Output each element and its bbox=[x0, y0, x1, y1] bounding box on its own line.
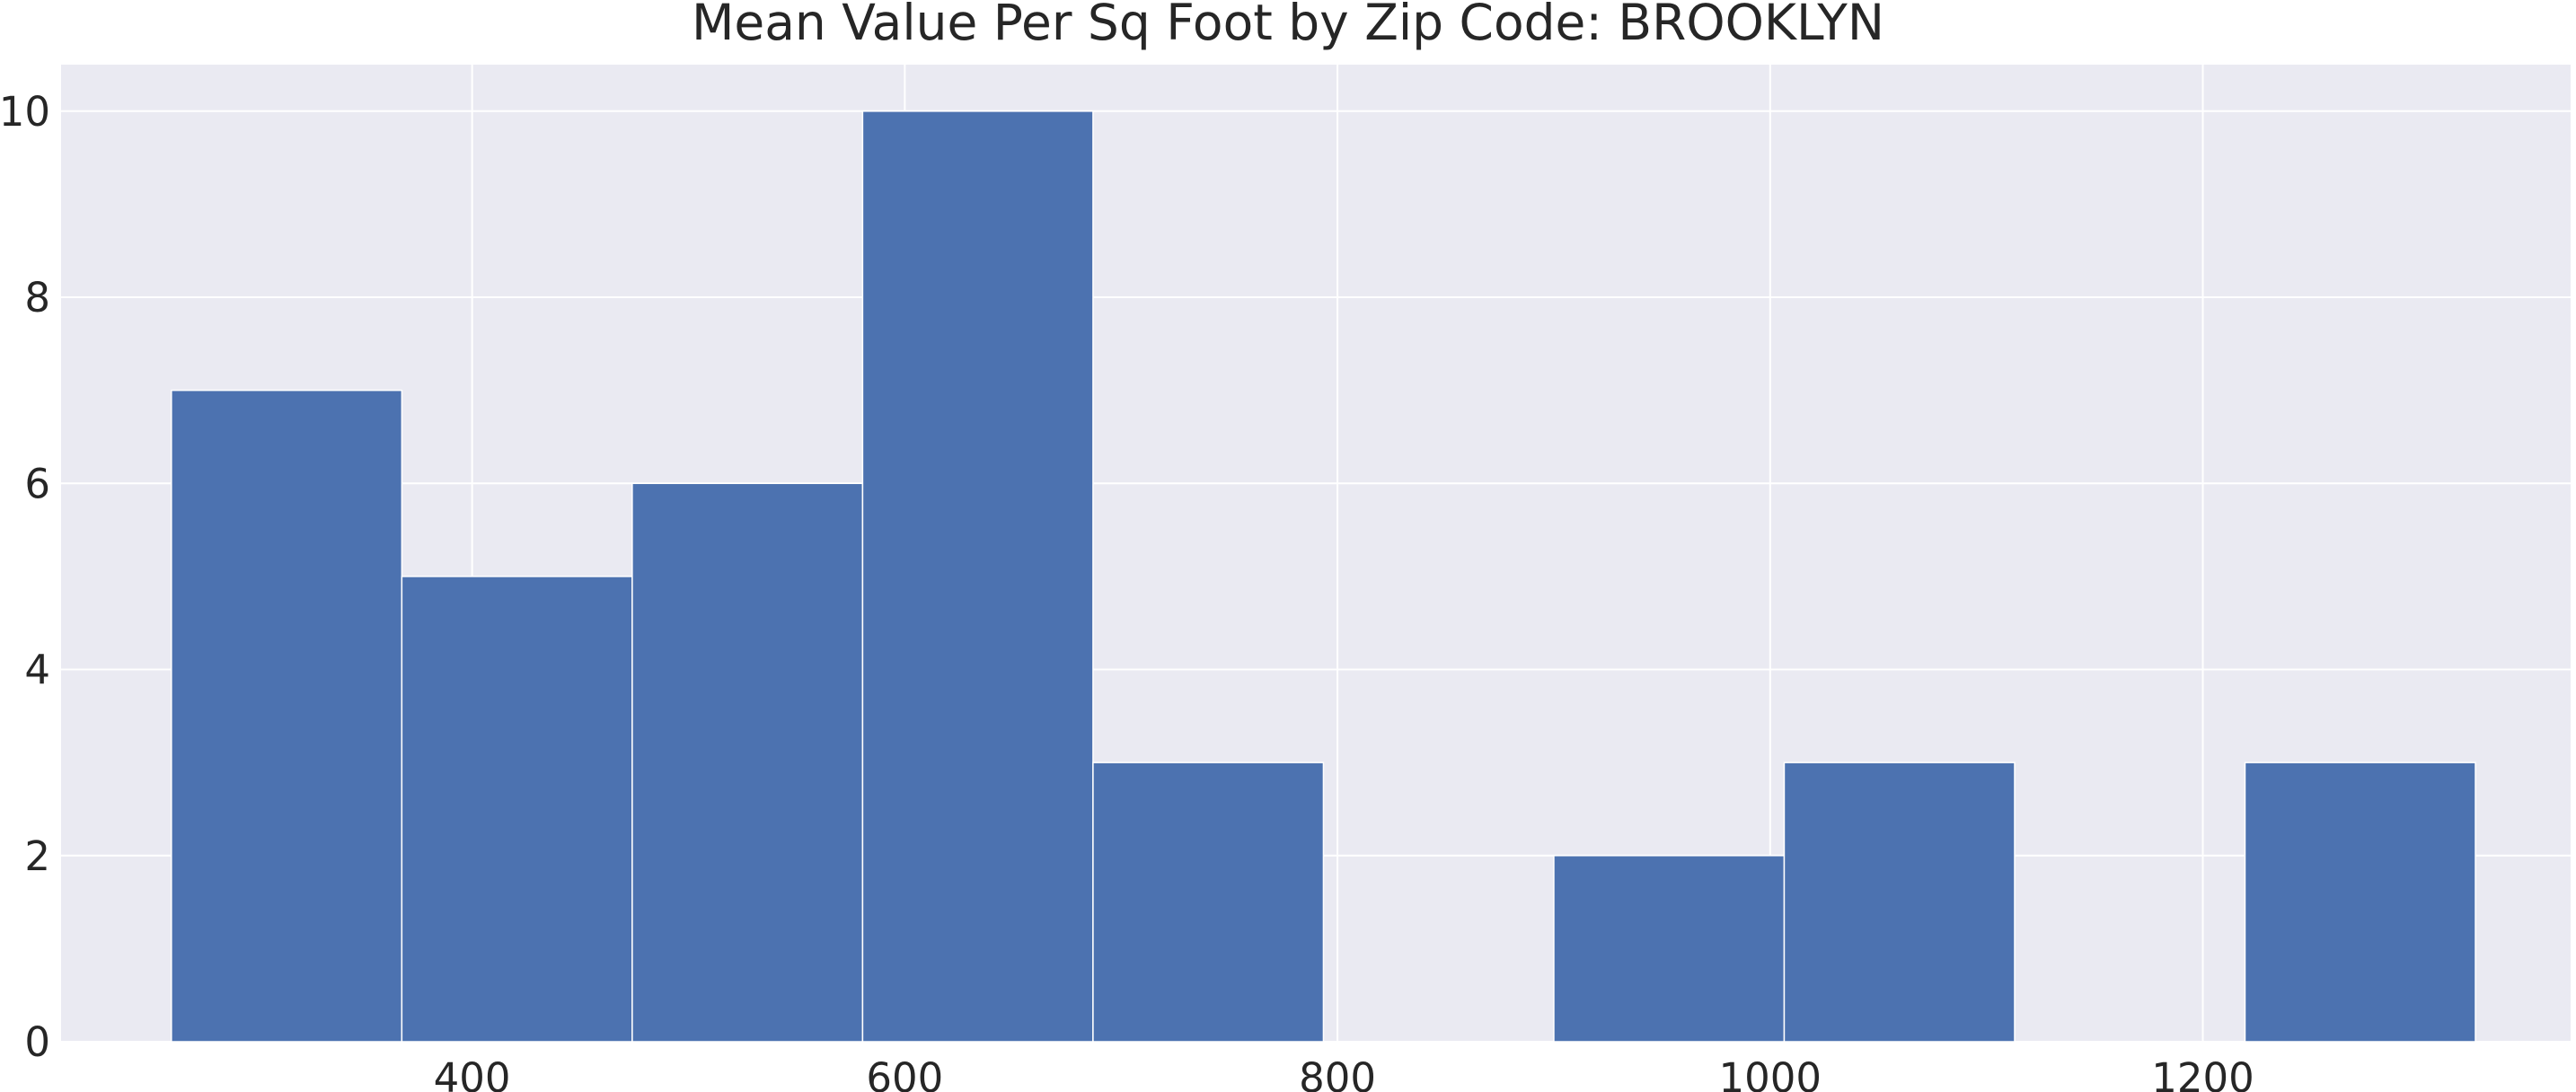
y-axis-ticks: 0 2 4 6 8 10 bbox=[0, 88, 50, 1066]
y-tick-label: 8 bbox=[24, 274, 50, 321]
y-tick-label: 6 bbox=[24, 460, 50, 507]
x-tick-label: 800 bbox=[1299, 1054, 1376, 1092]
histogram-bar bbox=[1783, 762, 2016, 1043]
histogram-bar bbox=[171, 389, 403, 1043]
histogram-bar bbox=[1092, 762, 1325, 1043]
chart-title: Mean Value Per Sq Foot by Zip Code: BROO… bbox=[692, 0, 1884, 51]
histogram-bar bbox=[401, 576, 633, 1043]
y-tick-label: 0 bbox=[24, 1018, 50, 1066]
x-tick-label: 400 bbox=[434, 1054, 511, 1092]
x-tick-label: 600 bbox=[866, 1054, 943, 1092]
y-tick-label: 2 bbox=[24, 832, 50, 880]
bars bbox=[171, 110, 2476, 1043]
x-axis-ticks: 400 600 800 1000 1200 bbox=[434, 1054, 2254, 1092]
histogram-bar bbox=[1553, 855, 1786, 1043]
histogram-bar bbox=[631, 482, 864, 1043]
x-tick-label: 1200 bbox=[2151, 1054, 2254, 1092]
x-tick-label: 1000 bbox=[1719, 1054, 1822, 1092]
histogram-bar bbox=[2244, 762, 2476, 1043]
y-tick-label: 10 bbox=[0, 88, 50, 136]
histogram-bar bbox=[861, 110, 1094, 1043]
y-tick-label: 4 bbox=[24, 647, 50, 694]
